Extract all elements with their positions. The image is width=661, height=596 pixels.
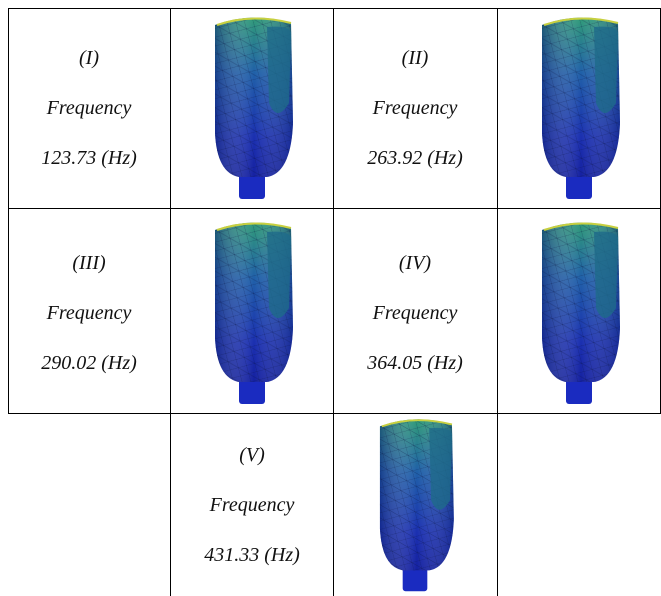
socket bbox=[534, 218, 624, 408]
mode-image bbox=[171, 213, 333, 413]
mode-label: (II) bbox=[402, 33, 429, 83]
frequency-label: Frequency bbox=[373, 83, 458, 133]
socket bbox=[534, 13, 624, 203]
frequency-value: 263.92 (Hz) bbox=[367, 133, 463, 183]
socket bbox=[207, 13, 297, 203]
mode-label: (III) bbox=[72, 238, 105, 288]
socket bbox=[207, 218, 297, 408]
mode-label: (V) bbox=[239, 430, 265, 480]
frequency-label: Frequency bbox=[47, 83, 132, 133]
rule bbox=[8, 208, 661, 209]
frequency-value: 290.02 (Hz) bbox=[41, 338, 137, 388]
frequency-value: 431.33 (Hz) bbox=[204, 530, 300, 580]
socket bbox=[372, 415, 458, 595]
mode-cell: (II) Frequency 263.92 (Hz) bbox=[334, 8, 496, 208]
mode-cell: (I) Frequency 123.73 (Hz) bbox=[8, 8, 170, 208]
mode-label: (I) bbox=[79, 33, 99, 83]
frequency-value: 123.73 (Hz) bbox=[41, 133, 137, 183]
mode-cell: (IV) Frequency 364.05 (Hz) bbox=[334, 213, 496, 413]
mode-image bbox=[498, 8, 660, 208]
mode-image bbox=[171, 8, 333, 208]
mode-cell: (V) Frequency 431.33 (Hz) bbox=[171, 414, 333, 596]
mode-image bbox=[498, 213, 660, 413]
figure-table: (I) Frequency 123.73 (Hz) (II) Frequency… bbox=[0, 0, 661, 596]
frequency-value: 364.05 (Hz) bbox=[367, 338, 463, 388]
frequency-label: Frequency bbox=[210, 480, 295, 530]
mode-image bbox=[334, 414, 496, 596]
mode-label: (IV) bbox=[399, 238, 431, 288]
frequency-label: Frequency bbox=[373, 288, 458, 338]
mode-cell: (III) Frequency 290.02 (Hz) bbox=[8, 213, 170, 413]
frequency-label: Frequency bbox=[47, 288, 132, 338]
